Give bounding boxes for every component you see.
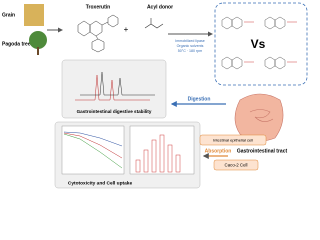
tree-trunk [37,47,39,55]
plus-sign: + [124,25,129,34]
troxerutin-label: Troxerutin [86,4,110,10]
epithelial-label: Intestinal epithelial cell [213,138,253,143]
condition: Organic solvents [177,44,204,48]
epithelial-box [199,134,267,146]
vs-label: Vs [251,37,266,51]
cytotoxicity-lines [63,131,123,169]
tree-label: Pagoda tree [2,41,31,47]
caco2-box [213,159,259,171]
condition: 50°C · 180 rpm [178,49,202,53]
acyl-chains [244,21,297,63]
cytotoxicity-chart-icon [61,125,125,175]
intestine-lines [249,109,274,122]
grain-label: Grain [2,12,15,18]
digestion-label: Digestion [188,96,211,102]
products-box [214,2,308,86]
caco2-label: Caco-2 Cell [225,163,248,168]
absorption-label: Absorption [205,148,232,154]
acyl-structure [144,18,164,29]
uptake-bars [135,134,181,173]
digestive-caption: Gastrointestinal digestive stability [77,109,152,114]
acyl-donor-label: Acyl donor [147,4,173,10]
cell-caption: Cytotoxicity and Cell uptake [68,180,133,186]
chromatogram-icon [75,71,155,101]
grain-image [24,4,44,26]
graphical-abstract: Grain Pagoda tree Troxerutin + Acyl dono… [2,2,308,189]
gi-tract-label: Gastrointestinal tract [237,148,288,154]
uptake-chart-icon [129,125,195,175]
product-structures [221,16,286,70]
troxerutin-structure [77,14,119,53]
condition: Immobilized lipase [175,39,205,43]
digestive-panel [61,59,167,119]
tree-image [29,31,47,49]
